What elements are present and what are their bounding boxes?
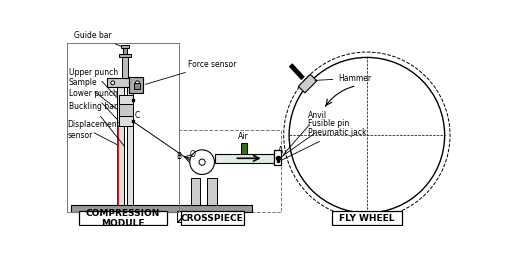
Text: FLY WHEEL: FLY WHEEL — [338, 214, 394, 223]
Bar — [121, 45, 129, 48]
Text: Air: Air — [238, 132, 248, 141]
Bar — [179, 130, 281, 212]
Circle shape — [110, 81, 115, 85]
Bar — [122, 57, 128, 78]
Bar — [71, 204, 251, 212]
Circle shape — [135, 81, 139, 85]
Text: Guide bar: Guide bar — [74, 31, 122, 46]
Text: B: B — [176, 152, 181, 161]
Bar — [215, 154, 278, 163]
Bar — [207, 178, 216, 204]
Text: Sample: Sample — [69, 78, 117, 109]
Text: Buckling bar: Buckling bar — [69, 102, 125, 147]
Bar — [126, 87, 132, 204]
Bar — [119, 104, 132, 116]
Text: Displacement
sensor: Displacement sensor — [67, 120, 120, 140]
Bar — [80, 211, 153, 222]
Text: Anvil: Anvil — [282, 112, 326, 155]
Bar — [119, 95, 132, 104]
Bar — [180, 211, 243, 225]
Text: Pneumatic jack: Pneumatic jack — [281, 128, 365, 160]
Text: C: C — [134, 112, 139, 120]
Text: Fusible pin: Fusible pin — [280, 119, 348, 157]
Text: A: A — [277, 146, 282, 155]
Text: Force sensor: Force sensor — [145, 60, 236, 84]
Circle shape — [199, 159, 205, 165]
Text: CROSSPIECE: CROSSPIECE — [180, 214, 243, 223]
Bar — [240, 143, 246, 154]
Bar — [67, 43, 179, 212]
Bar — [123, 47, 127, 54]
Bar — [67, 43, 179, 212]
Bar — [190, 178, 200, 204]
Bar — [273, 150, 281, 165]
Text: Lower punch: Lower punch — [69, 89, 118, 119]
Bar — [119, 54, 131, 57]
Bar — [119, 116, 132, 126]
Circle shape — [189, 150, 214, 174]
Bar — [176, 211, 227, 222]
Bar — [129, 77, 143, 93]
Bar — [134, 83, 139, 89]
Bar — [107, 78, 143, 87]
Text: Upper punch: Upper punch — [69, 68, 118, 98]
Text: O: O — [189, 150, 195, 159]
Bar — [331, 211, 401, 225]
Bar — [79, 211, 167, 225]
Polygon shape — [298, 74, 316, 93]
Bar — [117, 87, 123, 204]
Text: Hammer: Hammer — [315, 74, 371, 83]
Text: COMPRESSION
MODULE: COMPRESSION MODULE — [86, 209, 160, 228]
